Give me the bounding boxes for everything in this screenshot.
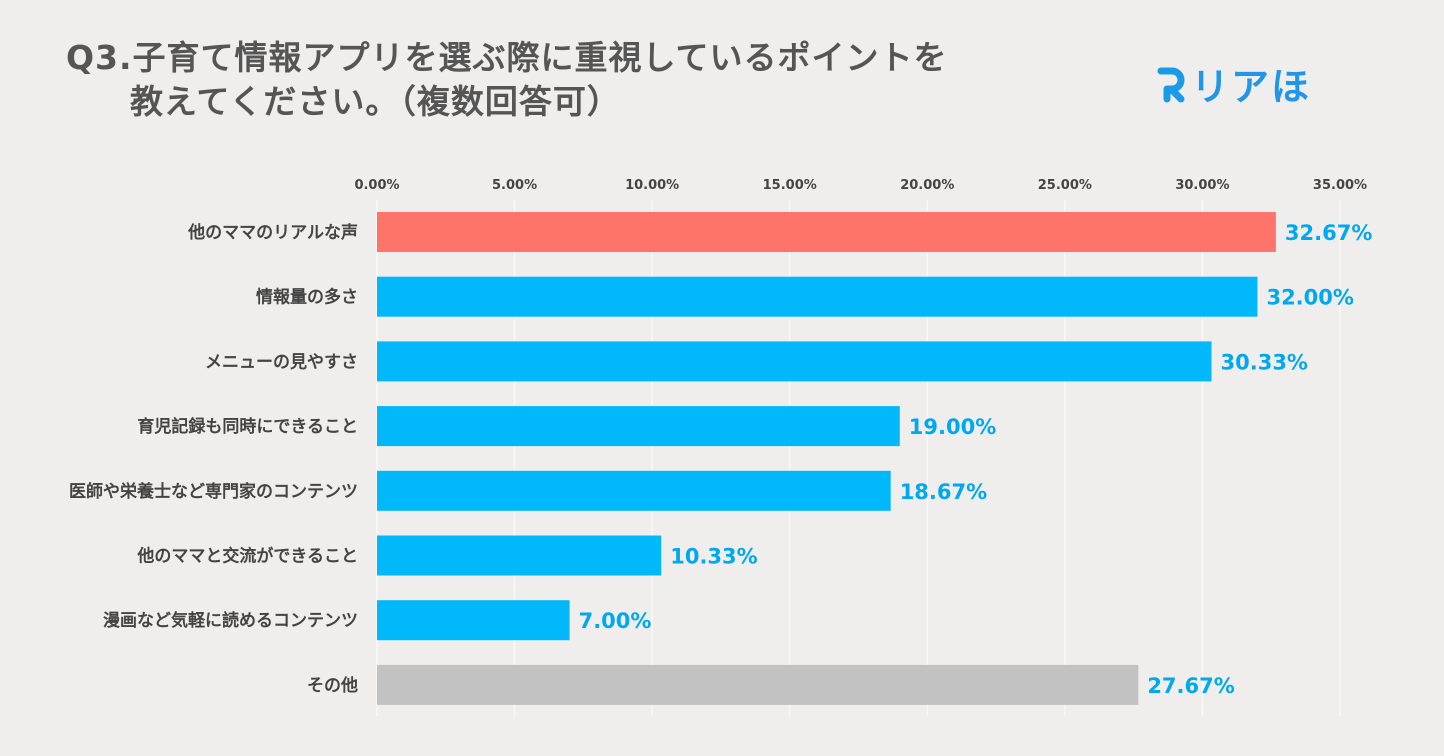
x-tick-label: 35.00%: [1313, 178, 1367, 193]
x-tick-label: 10.00%: [625, 178, 679, 193]
value-label: 27.67%: [1147, 674, 1234, 698]
title-line-1: Q3.子育て情報アプリを選ぶ際に重視しているポイントを: [66, 38, 948, 77]
value-label: 18.67%: [900, 480, 987, 504]
bar: [377, 276, 1258, 317]
title-line-2: 教えてください。（複数回答可）: [130, 82, 621, 121]
bar: [377, 600, 570, 641]
value-label: 19.00%: [909, 415, 996, 439]
r-logo-icon: [1157, 67, 1185, 102]
category-label: 他のママと交流ができること: [136, 546, 358, 567]
bar: [377, 664, 1139, 705]
logo-text: リアほ: [1191, 65, 1312, 109]
value-label: 32.67%: [1285, 221, 1372, 245]
x-tick-label: 30.00%: [1175, 178, 1229, 193]
category-label: 育児記録も同時にできること: [137, 416, 358, 437]
category-label: 医師や栄養士など専門家のコンテンツ: [69, 481, 358, 502]
category-label: 他のママのリアルな声: [187, 222, 358, 243]
brand-logo: リアほ: [1157, 56, 1311, 111]
value-label: 30.33%: [1221, 350, 1308, 374]
x-tick-label: 5.00%: [492, 178, 537, 193]
bar: [377, 535, 662, 576]
chart-title: Q3.子育て情報アプリを選ぶ際に重視しているポイントを 教えてください。（複数回…: [66, 36, 948, 124]
bar: [377, 341, 1212, 382]
x-tick-label: 0.00%: [354, 178, 399, 193]
x-tick-label: 25.00%: [1038, 178, 1092, 193]
x-tick-label: 20.00%: [900, 178, 954, 193]
category-label: 漫画など気軽に読めるコンテンツ: [103, 610, 358, 631]
bar: [377, 406, 900, 447]
bar: [377, 212, 1276, 252]
value-label: 7.00%: [579, 609, 652, 633]
category-label: メニューの見やすさ: [205, 352, 358, 372]
category-label: その他: [307, 675, 358, 696]
bar: [377, 470, 891, 511]
category-label: 情報量の多さ: [256, 287, 358, 308]
value-label: 10.33%: [670, 545, 757, 569]
x-tick-label: 15.00%: [763, 178, 817, 193]
value-label: 32.00%: [1266, 286, 1353, 310]
